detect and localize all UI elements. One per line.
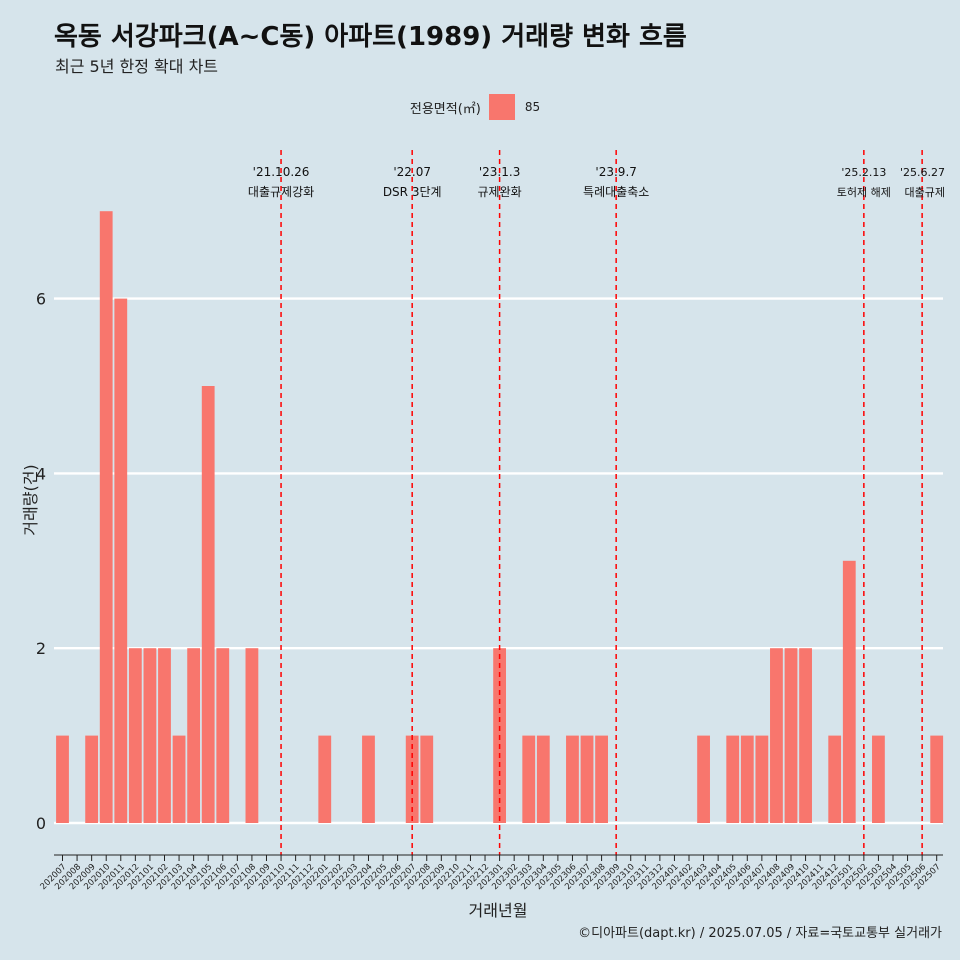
bar-202101 — [143, 648, 157, 823]
event-label-6: 대출규제 — [905, 186, 945, 199]
event-label-1: 대출규제강화 — [248, 185, 314, 199]
chart-title: 옥동 서강파크(A~C동) 아파트(1989) 거래량 변화 흐름 — [54, 22, 687, 52]
event-date-1: '21.10.26 — [253, 165, 310, 179]
legend-label-85: 85 — [524, 100, 541, 114]
legend-title: 전용면적(㎡) — [409, 101, 481, 117]
y-tick-label-0: 0 — [36, 814, 46, 833]
bar-202307 — [580, 735, 594, 823]
bar-202012 — [128, 648, 142, 823]
bar-202503 — [872, 735, 885, 823]
bar-202105 — [201, 386, 215, 823]
bar-202304 — [536, 735, 550, 823]
bar-202308 — [595, 735, 608, 823]
event-label-5: 토허제 해제 — [837, 185, 891, 199]
bar-202010 — [99, 211, 113, 823]
bar-202405 — [726, 735, 740, 823]
event-date-3: '23.1.3 — [479, 165, 520, 179]
x-axis-label: 거래년월 — [468, 901, 528, 920]
bar-202108 — [245, 648, 259, 823]
bar-202409 — [784, 648, 798, 823]
bar-202306 — [566, 735, 579, 823]
bar-202103 — [172, 735, 186, 823]
bar-202201 — [318, 735, 332, 823]
bar-202106 — [216, 648, 230, 823]
bar-202303 — [522, 735, 536, 823]
y-axis-label: 거래량(건) — [21, 464, 40, 536]
y-tick-label-2: 2 — [36, 639, 46, 658]
event-label-4: 특례대출축소 — [583, 185, 649, 199]
event-date-6: '25.6.27 — [900, 166, 945, 179]
event-label-3: 규제완화 — [478, 185, 522, 199]
event-label-2: DSR 3단계 — [383, 185, 442, 199]
legend-key-85 — [488, 94, 515, 120]
event-date-4: '23.9.7 — [595, 165, 636, 179]
bar-202501 — [842, 560, 856, 823]
bar-202507 — [930, 735, 944, 823]
source-caption: ©디아파트(dapt.kr) / 2025.07.05 / 자료=국토교통부 실… — [578, 926, 942, 941]
bar-layer — [56, 211, 944, 824]
y-tick-label-6: 6 — [36, 290, 46, 309]
bar-202410 — [799, 648, 812, 823]
bar-202403 — [697, 735, 710, 823]
bar-202011 — [114, 298, 128, 824]
bar-202412 — [828, 735, 842, 823]
event-date-5: '25.2.13 — [841, 166, 886, 179]
bar-202007 — [56, 735, 69, 823]
legend: 전용면적(㎡) 85 — [0, 93, 960, 121]
event-date-2: '22.07 — [393, 165, 431, 179]
bar-202207 — [405, 735, 419, 823]
bar-202407 — [755, 735, 769, 823]
bar-202104 — [187, 648, 201, 823]
chart-subtitle: 최근 5년 한정 확대 차트 — [55, 57, 219, 76]
bar-202406 — [740, 735, 754, 823]
bar-202208 — [420, 735, 434, 823]
bar-202204 — [362, 735, 375, 823]
y-tick-label-4: 4 — [36, 464, 46, 483]
bar-202408 — [770, 648, 783, 823]
annotation-layer: '21.10.26 대출규제강화 '22.07 DSR 3단계 '23.1.3 규제완화 '… — [248, 150, 945, 855]
bar-202102 — [158, 648, 171, 823]
bar-202009 — [85, 735, 99, 823]
